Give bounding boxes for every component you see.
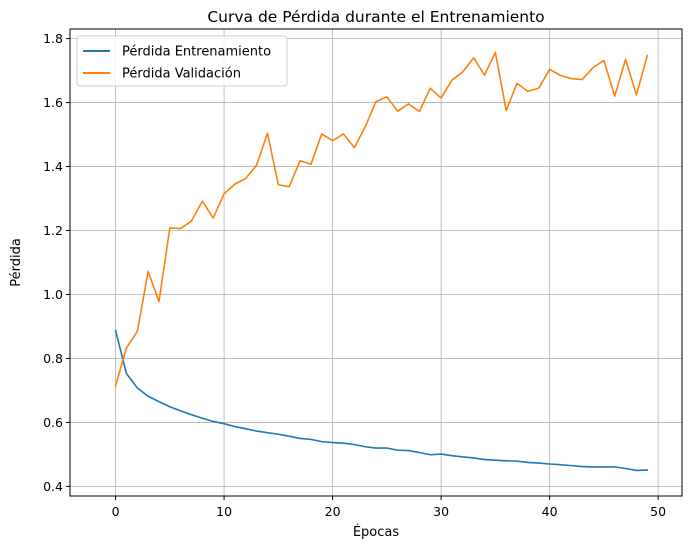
y-tick-label: 1.8 xyxy=(43,31,63,46)
y-tick-label: 1.2 xyxy=(43,223,63,238)
series-layer xyxy=(114,51,649,472)
series-line-validation xyxy=(114,51,649,387)
y-tick-label: 1.6 xyxy=(43,95,63,110)
y-tick-label: 1.0 xyxy=(43,287,63,302)
y-axis-label: Pérdida xyxy=(9,238,24,287)
x-tick-label: 30 xyxy=(433,504,449,519)
y-tick-label: 0.4 xyxy=(43,479,63,494)
x-axis-label: Épocas xyxy=(353,524,400,540)
legend-label-train: Pérdida Entrenamiento xyxy=(122,45,271,60)
axes-frame xyxy=(69,28,683,497)
legend-box xyxy=(76,35,288,87)
series-line-train xyxy=(114,329,649,472)
x-tick-label: 10 xyxy=(216,504,232,519)
y-tick-label: 0.8 xyxy=(43,351,63,366)
grid-lines xyxy=(70,29,682,496)
x-tick-label: 0 xyxy=(112,504,120,519)
ticks: 0 10 20 30 40 50 0.4 0.6 0.8 1.0 1.2 1.4 1.6 1.8 xyxy=(43,31,666,519)
x-tick-label: 50 xyxy=(650,504,666,519)
x-tick-label: 40 xyxy=(542,504,558,519)
chart-title: Curva de Pérdida durante el Entrenamient… xyxy=(207,8,544,26)
legend-label-validation: Pérdida Validación xyxy=(122,67,241,82)
y-tick-label: 1.4 xyxy=(43,159,63,174)
y-tick-label: 0.6 xyxy=(43,415,63,430)
x-tick-label: 20 xyxy=(325,504,341,519)
legend: Pérdida Entrenamiento Pérdida Validación xyxy=(76,35,288,87)
